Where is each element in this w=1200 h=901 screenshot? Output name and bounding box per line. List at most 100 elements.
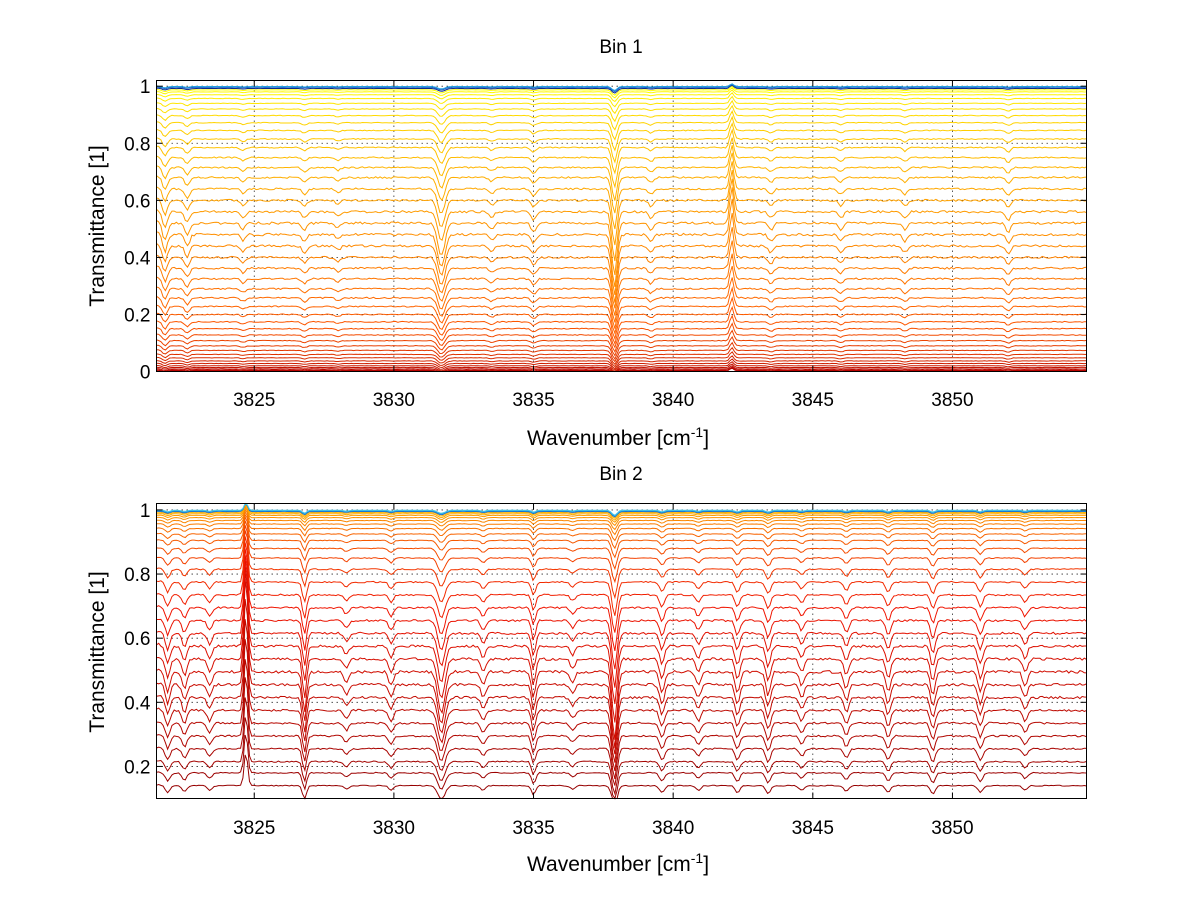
bin-1-x-axis-label: Wavenumber [cm-1] (527, 424, 709, 450)
transmittance-series-line (156, 619, 1087, 755)
transmittance-series-line (156, 83, 1087, 92)
x-tick-label: 3840 (652, 390, 694, 411)
x-tick-label: 3835 (512, 818, 554, 839)
transmittance-series-line (156, 659, 1087, 772)
transmittance-series-line (156, 503, 1087, 519)
transmittance-series-line (156, 115, 1087, 152)
transmittance-series-line (156, 578, 1087, 740)
transmittance-series-line (156, 717, 1087, 796)
transmittance-series-line (156, 227, 1087, 303)
transmittance-series-line (156, 503, 1087, 518)
transmittance-series-line (156, 677, 1087, 780)
transmittance-series-line (156, 341, 1087, 363)
transmittance-series-line (156, 366, 1087, 373)
transmittance-series-line (156, 365, 1087, 372)
transmittance-series-line (156, 564, 1087, 705)
y-tick-label: 0.8 (124, 565, 150, 586)
bin-2-series (156, 502, 1087, 800)
transmittance-series-line (156, 351, 1087, 368)
transmittance-series-line (156, 122, 1087, 164)
transmittance-series-line (156, 145, 1087, 201)
transmittance-series-line (156, 198, 1087, 287)
transmittance-series-line (156, 187, 1087, 275)
transmittance-series-line (156, 697, 1087, 786)
transmittance-series-line (156, 178, 1087, 262)
transmittance-series-line (156, 92, 1087, 108)
bin-2-plot: Bin 2 3825 3830 3835 3840 3845 3850 0.2 0.4 0.6 0… (86, 464, 1087, 876)
bin-2-title: Bin 2 (599, 464, 642, 485)
transmittance-series-line (156, 504, 1087, 521)
transmittance-series-line (156, 508, 1087, 536)
transmittance-series-line (156, 639, 1087, 763)
transmittance-series-line (156, 507, 1087, 531)
x-tick-label: 3825 (233, 818, 275, 839)
bin-1-axes-box (156, 80, 1087, 372)
transmittance-series-line (156, 548, 1087, 652)
transmittance-series-line (156, 161, 1087, 230)
transmittance-series-line (156, 599, 1087, 749)
transmittance-series-line (156, 240, 1087, 309)
transmittance-series-line (156, 85, 1087, 96)
transmittance-series-line (156, 335, 1087, 361)
transmittance-series-line (156, 520, 1087, 571)
transmittance-series-line (156, 89, 1087, 103)
transmittance-series-line (156, 536, 1087, 616)
bin-2-x-axis-label-close: ] (703, 853, 709, 876)
x-tick-label: 3850 (931, 390, 973, 411)
transmittance-series-line (156, 95, 1087, 115)
x-tick-label: 3845 (792, 390, 834, 411)
transmittance-series-line (156, 322, 1087, 353)
transmittance-series-line (156, 510, 1087, 542)
transmittance-series-line (156, 305, 1087, 346)
transmittance-series-line (156, 542, 1087, 633)
transmittance-series-line (156, 87, 1087, 99)
bin-2-y-axis-label: Transmittance [1] (86, 571, 109, 732)
y-tick-label: 0.4 (124, 693, 151, 714)
y-tick-label: 0.2 (124, 305, 150, 326)
transmittance-series-line (156, 265, 1087, 323)
bin-2-axes-box (156, 503, 1087, 799)
bin-2-x-axis-label-superscript: -1 (691, 850, 704, 866)
transmittance-series-line (156, 363, 1087, 372)
x-tick-label: 3840 (652, 818, 694, 839)
transmittance-series-line (156, 502, 1087, 516)
transmittance-series-line (156, 286, 1087, 335)
x-tick-label: 3830 (373, 390, 415, 411)
bin-1-ticks: 3825 3830 3835 3840 3845 3850 0 0.2 0.4 0.6 0.8 1 (124, 77, 1087, 411)
y-tick-label: 0.6 (124, 629, 150, 650)
transmittance-series-line (156, 110, 1087, 141)
transmittance-series-line (156, 253, 1087, 316)
bin-1-series (156, 83, 1087, 373)
bin-1-x-axis-label-close: ] (703, 427, 709, 450)
bin-1-y-axis-label: Transmittance [1] (86, 145, 109, 306)
x-tick-label: 3845 (792, 818, 834, 839)
bin-2-x-axis-label: Wavenumber [cm-1] (527, 850, 709, 876)
bin-1-plot: Bin 1 3825 3830 3835 3840 3845 3850 0 0.2 0.4 0.6… (86, 37, 1087, 450)
transmittance-series-line (156, 358, 1087, 371)
x-tick-label: 3835 (512, 390, 554, 411)
transmittance-series-line (156, 505, 1087, 527)
transmittance-series-line (156, 128, 1087, 175)
transmittance-series-line (156, 515, 1087, 559)
transmittance-series-line (156, 503, 1087, 517)
transmittance-series-line (156, 314, 1087, 349)
transmittance-series-line (156, 525, 1087, 584)
y-tick-label: 0.4 (124, 248, 151, 269)
transmittance-series-line (156, 554, 1087, 670)
y-tick-label: 1 (140, 77, 151, 98)
transmittance-series-line (156, 296, 1087, 341)
bin-1-title: Bin 1 (599, 37, 642, 58)
bin-1-x-axis-label-base: Wavenumber [cm (527, 427, 691, 450)
y-tick-label: 0.8 (124, 134, 150, 155)
transmittance-series-line (156, 571, 1087, 723)
transmittance-series-line (156, 346, 1087, 365)
transmittance-series-line (156, 734, 1087, 800)
transmittance-series-line (156, 504, 1087, 523)
transmittance-series-line (156, 99, 1087, 123)
x-tick-label: 3825 (233, 390, 275, 411)
transmittance-series-line (156, 170, 1087, 246)
y-tick-label: 0 (140, 363, 151, 384)
y-tick-label: 1 (140, 501, 151, 522)
